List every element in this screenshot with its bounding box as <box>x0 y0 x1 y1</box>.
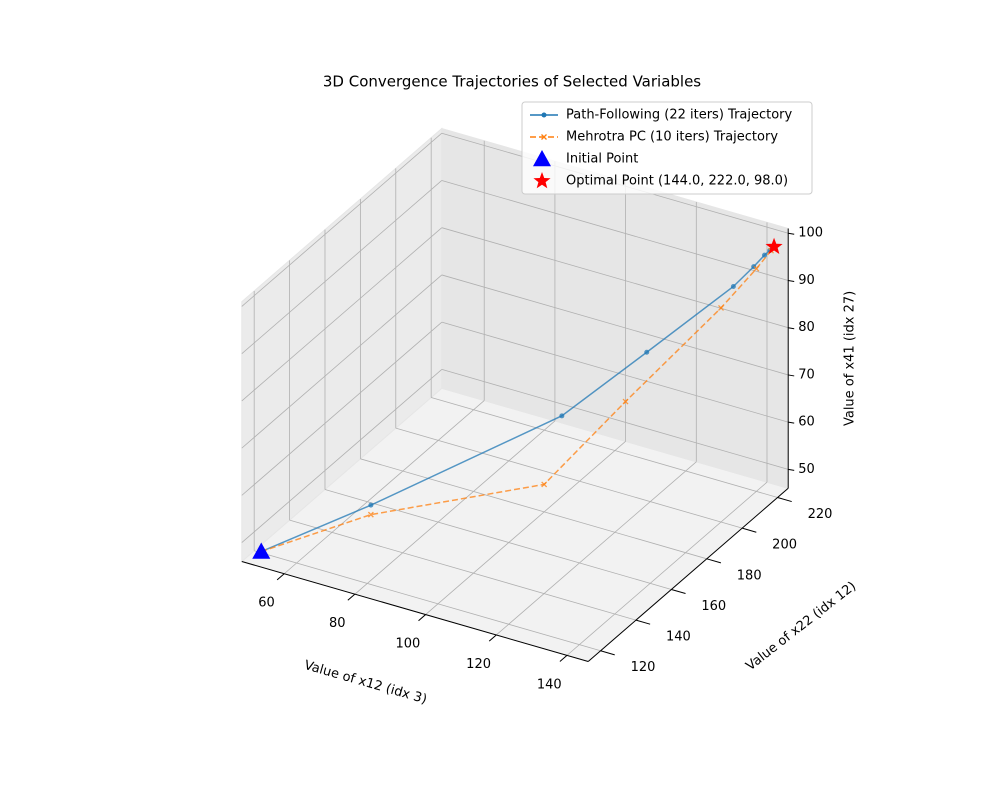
grid-line <box>324 489 672 590</box>
grid-line <box>354 420 556 595</box>
point <box>559 413 565 419</box>
z-tick-label: 60 <box>798 415 815 430</box>
grid-line <box>441 274 789 376</box>
tick-mark <box>706 558 722 564</box>
x-tick-label: 140 <box>537 677 562 692</box>
point <box>541 112 547 118</box>
point <box>730 283 736 289</box>
point <box>765 237 783 255</box>
point <box>541 481 548 488</box>
x-tick-label: 120 <box>466 657 491 672</box>
grid-line <box>241 180 443 354</box>
x-tick-label: 60 <box>258 596 275 611</box>
y-tick-label: 200 <box>772 538 797 553</box>
tick-mark <box>777 497 792 503</box>
z-tick-label: 80 <box>798 320 815 335</box>
y-tick-label: 120 <box>631 660 656 675</box>
grid-line <box>360 458 707 560</box>
y-tick-label: 160 <box>701 599 726 614</box>
y-axis-label: Value of x22 (idx 12) <box>743 579 859 674</box>
legend-label: Optimal Point (144.0, 222.0, 98.0) <box>566 174 788 189</box>
point <box>533 172 551 189</box>
grid-line <box>241 274 443 449</box>
y-axis <box>587 487 789 662</box>
point <box>368 502 374 508</box>
point <box>622 398 629 405</box>
legend-box <box>521 101 813 195</box>
grid-line <box>241 369 443 543</box>
y-tick-label: 220 <box>808 507 833 522</box>
tick-mark <box>788 374 795 377</box>
point <box>718 304 724 311</box>
tick-mark <box>788 327 795 330</box>
grid-line <box>289 519 637 621</box>
chart-title: 3D Convergence Trajectories of Selected … <box>323 73 701 91</box>
z-tick-label: 90 <box>798 273 815 288</box>
legend-label: Path-Following (22 iters) Trajectory <box>566 108 793 123</box>
point <box>541 134 547 140</box>
point <box>252 542 271 559</box>
tick-mark <box>788 421 795 424</box>
legend-label: Mehrotra PC (10 iters) Trajectory <box>566 130 778 145</box>
grid-line <box>566 481 768 656</box>
grid-line <box>441 180 789 281</box>
grid-line <box>241 227 443 402</box>
x-axis-label: Value of x12 (idx 3) <box>302 658 428 707</box>
x-axis <box>241 561 589 662</box>
tick-mark <box>347 593 356 601</box>
trajectory-line <box>261 246 775 553</box>
legend: Path-Following (22 iters) Trajectory Mehr… <box>521 101 813 195</box>
y-tick-label: 180 <box>737 568 762 583</box>
x-tick-label: 100 <box>395 637 420 652</box>
tick-mark <box>600 650 615 656</box>
tick-mark <box>742 527 757 533</box>
legend-label: Initial Point <box>566 152 638 167</box>
grid-line <box>496 461 697 636</box>
point <box>367 511 374 518</box>
grid-line <box>441 369 789 470</box>
z-axis-label: Value of x41 (idx 27) <box>843 291 858 426</box>
grid-line <box>441 321 789 423</box>
grid-line <box>241 321 443 496</box>
point <box>644 349 650 355</box>
tick-mark <box>788 232 795 235</box>
point <box>753 265 760 272</box>
tick-mark <box>276 573 285 581</box>
z-tick-label: 50 <box>798 462 815 477</box>
grid-line <box>425 441 626 615</box>
tick-mark <box>488 634 497 642</box>
grid-line <box>254 550 601 652</box>
point <box>762 252 768 258</box>
z-tick-label: 100 <box>798 226 823 241</box>
z-tick-label: 70 <box>798 367 815 382</box>
tick-mark <box>788 468 795 471</box>
grid-line <box>441 227 789 329</box>
grid-line <box>395 427 743 529</box>
grid-line <box>431 397 778 498</box>
point <box>533 150 551 167</box>
tick-mark <box>635 619 651 625</box>
tick-mark <box>559 654 568 662</box>
grid-line <box>241 132 443 307</box>
grid-line <box>283 400 485 575</box>
y-tick-label: 140 <box>666 630 691 645</box>
tick-mark <box>671 588 686 595</box>
x-tick-label: 80 <box>329 616 346 631</box>
tick-mark <box>418 614 426 622</box>
tick-mark <box>788 279 795 282</box>
